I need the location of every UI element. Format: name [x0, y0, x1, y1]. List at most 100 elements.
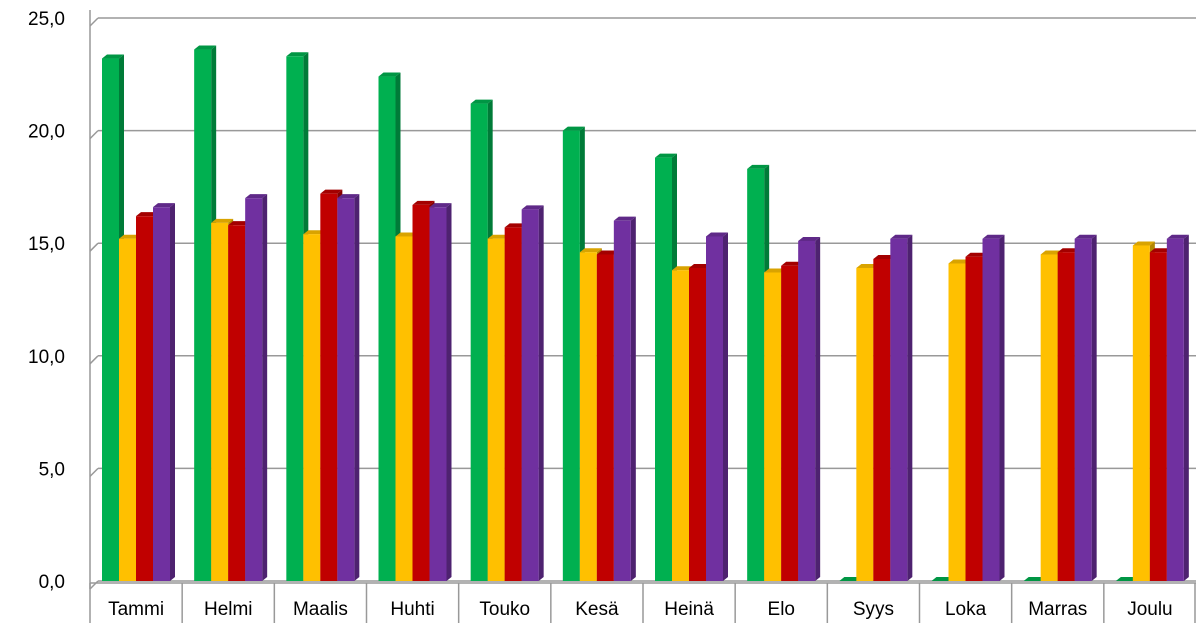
bar-top: [948, 259, 971, 264]
y-tick-label: 20,0: [28, 122, 65, 143]
bar-top: [136, 212, 158, 217]
bar: [562, 130, 580, 581]
x-tick-label: Heinä: [664, 599, 714, 620]
bar: [965, 256, 983, 581]
y-tick-label: 15,0: [28, 234, 65, 255]
bar-top: [655, 153, 677, 158]
bar-top: [1132, 241, 1155, 246]
bar-top: [1057, 248, 1080, 253]
bar-top: [982, 234, 1005, 239]
bar-side: [170, 203, 175, 581]
bar: [1132, 245, 1150, 581]
bar-top: [839, 577, 862, 581]
bar: [1040, 254, 1058, 581]
bar-top: [102, 54, 124, 59]
bar: [429, 207, 447, 581]
bar: [856, 267, 874, 581]
bar: [764, 272, 782, 581]
bar-top: [1040, 250, 1063, 255]
bar-top: [781, 261, 804, 266]
x-tick-label: Helmi: [204, 599, 253, 620]
bar: [487, 238, 505, 582]
y-tick-label: 5,0: [39, 459, 65, 480]
bar-top: [470, 99, 493, 104]
bar: [119, 238, 136, 582]
bar: [798, 240, 816, 581]
bar-top: [504, 223, 527, 228]
bar: [412, 204, 430, 581]
x-tick-label: Tammi: [108, 599, 164, 620]
bar-top: [395, 232, 418, 237]
bar-top: [706, 232, 728, 237]
x-tick-label: Loka: [945, 599, 987, 620]
grid-depth: [89, 242, 99, 252]
bar: [337, 198, 355, 581]
bar-top: [521, 205, 544, 210]
bar-top: [303, 230, 326, 235]
grid-depth: [89, 467, 99, 477]
y-tick-label: 10,0: [28, 347, 65, 368]
bar-top: [798, 236, 821, 241]
bar-top: [194, 45, 217, 50]
bar: [613, 220, 631, 581]
x-tick-label: Syys: [853, 599, 894, 620]
bar: [395, 236, 413, 581]
bar: [521, 209, 539, 582]
bar: [1166, 238, 1184, 582]
bar: [1149, 252, 1167, 581]
bar-top: [1115, 577, 1138, 581]
bar: [873, 258, 891, 581]
bar-top: [1074, 234, 1097, 239]
bar-side: [538, 205, 544, 582]
bar: [747, 168, 765, 581]
grid-depth: [89, 580, 99, 590]
bar: [890, 238, 908, 582]
bar: [655, 157, 672, 581]
bar-top: [1149, 248, 1172, 253]
bar-top: [429, 203, 452, 208]
bar: [1074, 238, 1092, 582]
bar: [102, 58, 119, 581]
bar-top: [245, 194, 268, 199]
bar-top: [579, 248, 602, 253]
bar-top: [412, 200, 435, 205]
bar-top: [764, 268, 787, 273]
bar-top: [228, 221, 251, 226]
x-tick-label: Elo: [768, 599, 795, 620]
bar-side: [1091, 234, 1097, 582]
bar: [689, 267, 706, 581]
bar: [136, 216, 153, 581]
bar-side: [1183, 234, 1189, 582]
bar-top: [337, 194, 360, 199]
bar-top: [596, 250, 619, 255]
bar: [286, 56, 304, 582]
x-tick-label: Maalis: [293, 599, 348, 620]
bar-side: [446, 203, 452, 581]
bar-top: [613, 216, 636, 221]
bar-top: [890, 234, 913, 239]
bar-top: [211, 218, 234, 223]
bar-top: [672, 266, 694, 271]
bar: [1057, 252, 1075, 581]
bar-side: [999, 234, 1005, 582]
bar-top: [378, 72, 401, 77]
bar-top: [1023, 577, 1046, 581]
bar: [948, 263, 966, 581]
bar: [706, 236, 723, 581]
grid-depth: [89, 130, 99, 140]
bar: [303, 234, 321, 581]
bar-top: [153, 203, 175, 208]
bar-top: [856, 263, 879, 268]
bar-top: [873, 254, 896, 259]
bar-top: [747, 164, 770, 169]
bar-side: [262, 194, 268, 581]
bar-top: [320, 189, 343, 194]
x-tick-label: Joulu: [1127, 599, 1172, 620]
bar: [194, 49, 212, 581]
bar: [211, 222, 229, 581]
bar-side: [815, 236, 821, 581]
x-tick-label: Huhti: [390, 599, 434, 620]
grid-depth: [89, 17, 99, 27]
bar-side: [723, 232, 728, 581]
